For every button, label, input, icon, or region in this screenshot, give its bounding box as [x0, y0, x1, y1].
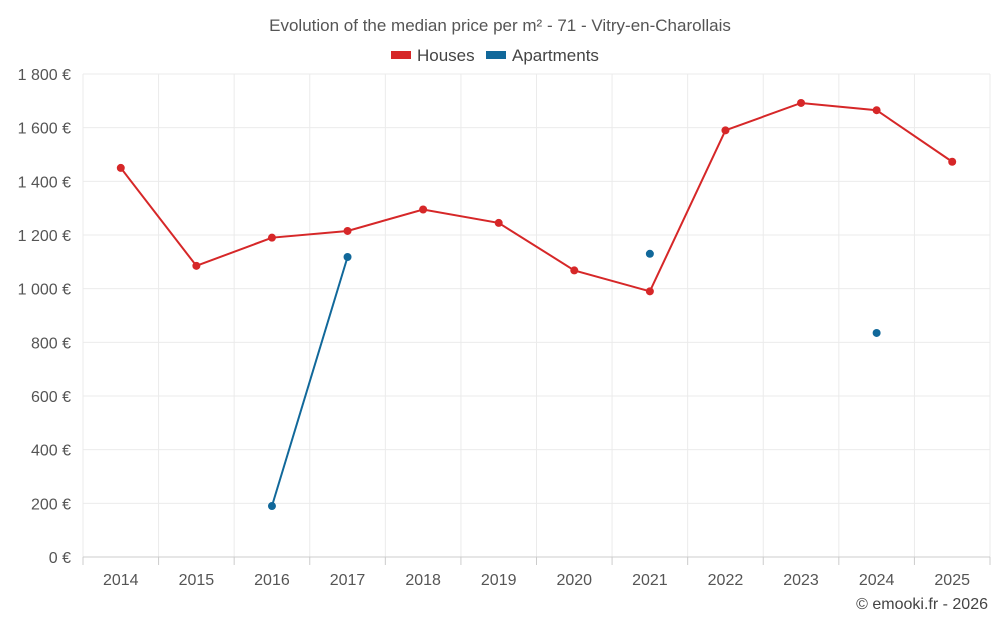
series — [116, 98, 957, 511]
legend-label-apartments[interactable]: Apartments — [512, 46, 599, 65]
credit-text: © emooki.fr - 2026 — [856, 596, 988, 613]
data-point-apartments[interactable] — [872, 328, 881, 337]
grid — [82, 73, 991, 557]
data-point-apartments[interactable] — [343, 253, 352, 262]
legend-swatch-houses[interactable] — [391, 51, 411, 59]
x-tick-label: 2022 — [708, 572, 744, 589]
data-point-houses[interactable] — [343, 226, 352, 235]
y-tick-label: 800 € — [31, 335, 71, 352]
x-tick-label: 2023 — [783, 572, 819, 589]
data-point-houses[interactable] — [192, 261, 201, 270]
x-tick-label: 2014 — [103, 572, 139, 589]
chart-title: Evolution of the median price per m² - 7… — [269, 16, 731, 35]
data-point-houses[interactable] — [494, 218, 503, 227]
x-tick-label: 2021 — [632, 572, 668, 589]
data-point-houses[interactable] — [948, 157, 957, 166]
x-tick-label: 2019 — [481, 572, 517, 589]
y-tick-label: 400 € — [31, 443, 71, 460]
data-point-houses[interactable] — [872, 106, 881, 115]
legend-swatch-apartments[interactable] — [486, 51, 506, 59]
y-tick-label: 0 € — [49, 550, 71, 567]
x-tick-label: 2025 — [934, 572, 970, 589]
legend-label-houses[interactable]: Houses — [417, 46, 475, 65]
x-tick-label: 2016 — [254, 572, 290, 589]
y-axis: 0 € 200 € 400 € 600 € 800 € 1 000 € 1 200 € 1 4… — [18, 67, 71, 567]
data-point-houses[interactable] — [116, 163, 125, 172]
data-point-houses[interactable] — [797, 98, 806, 107]
legend[interactable]: Houses Apartments — [391, 46, 599, 65]
y-tick-label: 1 400 € — [18, 174, 71, 191]
data-point-apartments[interactable] — [645, 249, 654, 258]
data-point-houses[interactable] — [570, 266, 579, 275]
y-tick-label: 1 800 € — [18, 67, 71, 84]
x-tick-label: 2020 — [556, 572, 592, 589]
data-point-apartments[interactable] — [267, 502, 276, 511]
x-tick-label: 2015 — [179, 572, 215, 589]
data-point-houses[interactable] — [419, 205, 428, 214]
series-line-houses — [119, 101, 953, 293]
data-point-houses[interactable] — [267, 233, 276, 242]
y-tick-label: 1 000 € — [18, 282, 71, 299]
y-tick-label: 1 200 € — [18, 228, 71, 245]
series-line-apartments — [271, 256, 349, 507]
data-point-houses[interactable] — [721, 126, 730, 135]
y-tick-label: 600 € — [31, 389, 71, 406]
y-tick-label: 200 € — [31, 496, 71, 513]
x-tick-label: 2024 — [859, 572, 895, 589]
x-axis: 2014 2015 2016 2017 2018 2019 2020 2021 2022 2023… — [82, 556, 991, 589]
data-point-houses[interactable] — [645, 287, 654, 296]
x-tick-label: 2017 — [330, 572, 366, 589]
y-tick-label: 1 600 € — [18, 121, 71, 138]
x-tick-label: 2018 — [405, 572, 441, 589]
